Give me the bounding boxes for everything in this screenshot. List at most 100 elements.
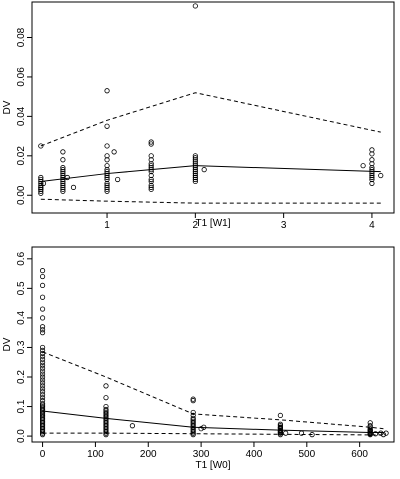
- data-point: [104, 88, 110, 94]
- data-point: [39, 386, 46, 392]
- data-point: [38, 190, 44, 196]
- data-point: [104, 143, 110, 149]
- y-tick-label: 0.00: [16, 185, 27, 205]
- data-point: [38, 188, 44, 194]
- data-point: [190, 409, 196, 416]
- x-tick-label: 3: [281, 220, 287, 231]
- data-point: [201, 167, 207, 173]
- data-point: [39, 420, 46, 426]
- data-point: [39, 273, 46, 280]
- x-axis-title: T1 [W1]: [195, 218, 230, 229]
- data-point: [369, 151, 375, 157]
- data-point: [104, 182, 110, 188]
- data-point: [39, 426, 46, 432]
- data-point: [60, 170, 66, 177]
- x-tick-label: 400: [246, 449, 263, 460]
- data-point: [60, 180, 66, 187]
- data-point: [369, 161, 375, 167]
- data-point: [39, 365, 46, 371]
- data-point: [148, 172, 154, 179]
- data-point: [39, 432, 46, 438]
- data-point: [39, 362, 46, 368]
- x-tick-label: 600: [351, 449, 368, 460]
- data-point: [192, 159, 198, 165]
- data-point: [39, 405, 46, 411]
- data-point: [369, 180, 375, 187]
- data-point: [39, 417, 46, 423]
- x-tick-label: 200: [140, 449, 157, 460]
- data-point: [60, 188, 66, 194]
- data-point: [190, 398, 196, 404]
- data-point: [39, 306, 46, 312]
- data-point: [192, 170, 198, 177]
- y-tick-label: 0.6: [16, 251, 27, 265]
- data-point: [60, 168, 66, 175]
- x-tick-label: 0: [40, 449, 46, 460]
- data-point: [192, 167, 198, 173]
- plot-frame: [31, 246, 395, 443]
- x-axis-title: T1 [W0]: [195, 460, 230, 471]
- y-axis-title: DV: [2, 100, 13, 114]
- data-point: [148, 163, 154, 169]
- data-point: [372, 431, 379, 437]
- data-point: [39, 359, 46, 365]
- data-point: [369, 167, 375, 173]
- data-layer: [39, 268, 389, 438]
- data-point: [192, 172, 198, 179]
- data-point: [39, 315, 46, 321]
- data-point: [148, 184, 154, 190]
- median-trend-line: [42, 410, 384, 434]
- y-tick-label: 0.06: [16, 67, 27, 87]
- data-point: [38, 186, 44, 192]
- data-point: [103, 408, 109, 414]
- top-panel: 1 2 3 4 0.00 0.02 0.04 0.06 0.08 T1 [W1] DV: [2, 1, 395, 231]
- data-point: [60, 165, 66, 171]
- data-point: [190, 430, 196, 436]
- y-tick-label: 0.04: [16, 106, 27, 126]
- data-point: [129, 423, 136, 429]
- data-point: [148, 182, 154, 188]
- data-point: [360, 163, 366, 169]
- y-axis-title: DV: [2, 337, 13, 351]
- data-point: [39, 350, 46, 356]
- median-trend-line: [40, 165, 381, 182]
- data-point: [192, 176, 198, 183]
- data-point: [378, 172, 384, 179]
- data-point: [39, 395, 46, 401]
- x-tick-label: 500: [298, 449, 315, 460]
- data-point: [60, 157, 66, 163]
- data-point: [369, 172, 375, 179]
- data-point: [104, 184, 110, 190]
- data-point: [111, 149, 117, 155]
- data-point: [190, 417, 196, 423]
- x-tick-label: 2: [193, 220, 199, 231]
- y-tick-label: 0.02: [16, 146, 27, 166]
- data-point: [39, 344, 46, 351]
- data-point: [39, 411, 46, 417]
- data-point: [60, 172, 66, 179]
- data-point: [103, 383, 109, 389]
- data-point: [39, 368, 46, 374]
- x-tick-label: 100: [87, 449, 104, 460]
- data-point: [39, 423, 46, 429]
- data-point: [104, 157, 110, 163]
- data-point: [104, 123, 110, 129]
- data-point: [103, 432, 109, 438]
- data-point: [39, 377, 46, 383]
- data-point: [148, 178, 154, 185]
- data-point: [192, 155, 198, 161]
- data-point: [39, 429, 46, 435]
- data-point: [190, 432, 196, 438]
- data-point: [39, 268, 46, 274]
- data-point: [104, 188, 110, 194]
- data-point: [104, 186, 110, 192]
- data-point: [60, 186, 66, 192]
- data-point: [39, 389, 46, 395]
- data-point: [148, 141, 154, 147]
- bottom-panel: 0 100 200 300 400 500 600 0.0 0.1 0.2 0.3 0.4 0.5 0.6…: [2, 246, 395, 471]
- data-point: [148, 176, 154, 183]
- plot-frame: [31, 1, 395, 214]
- data-point: [148, 161, 154, 167]
- data-point: [148, 186, 154, 192]
- y-tick-label: 0.0: [16, 429, 27, 443]
